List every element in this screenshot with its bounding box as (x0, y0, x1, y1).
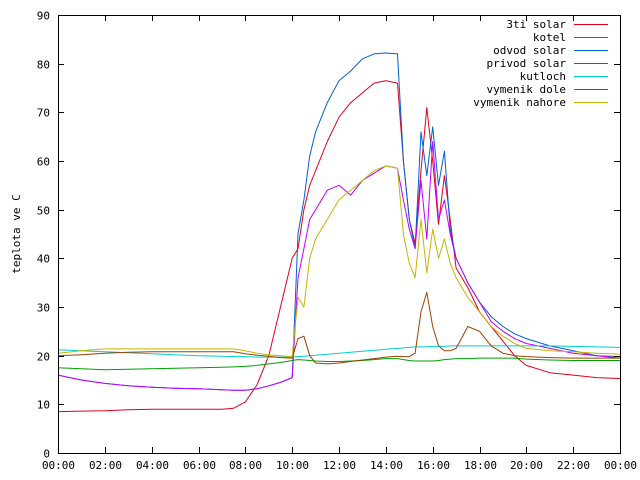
legend-label: odvod solar (493, 44, 566, 57)
y-tick-label: 20 (37, 351, 50, 364)
series-line-kutloch (57, 345, 621, 358)
y-tick-label: 40 (37, 253, 50, 266)
x-tick-label: 16:00 (417, 459, 450, 472)
legend-label: kutloch (520, 70, 566, 83)
x-tick-label: 08:00 (229, 459, 262, 472)
y-tick-label: 60 (37, 156, 50, 169)
y-tick-label: 70 (37, 107, 50, 120)
legend-label: privod solar (487, 57, 567, 70)
x-tick-label: 22:00 (557, 459, 590, 472)
y-tick-label: 50 (37, 205, 50, 218)
y-tick-label: 0 (43, 448, 50, 461)
legend-label: kotel (533, 31, 566, 44)
x-tick-label: 20:00 (510, 459, 543, 472)
x-tick-label: 00:00 (604, 459, 637, 472)
y-tick-label: 30 (37, 302, 50, 315)
series-line-vymenik-dole (57, 291, 620, 365)
x-tick-label: 06:00 (183, 459, 216, 472)
x-tick-label: 10:00 (276, 459, 309, 472)
x-tick-label: 00:00 (42, 459, 75, 472)
y-tick-label: 90 (37, 10, 50, 23)
series-line-privod-solar (57, 141, 621, 391)
series-line-kotel (57, 357, 620, 371)
x-tick-label: 02:00 (89, 459, 122, 472)
x-tick-label: 14:00 (370, 459, 403, 472)
legend-label: 3ti solar (506, 18, 566, 31)
x-axis: 00:00 02:00 04:00 06:00 08:00 10:00 12:00 14:00… (42, 15, 637, 472)
y-axis-label: teplota ve C (10, 194, 23, 273)
series-line-vymenik-nahore (57, 165, 621, 358)
y-axis: 0 10 20 30 40 50 60 70 80 90 (37, 10, 620, 461)
x-tick-label: 04:00 (136, 459, 169, 472)
x-tick-label: 12:00 (323, 459, 356, 472)
legend-label: vymenik dole (487, 83, 566, 96)
y-tick-label: 10 (37, 399, 50, 412)
x-tick-label: 18:00 (464, 459, 497, 472)
legend-label: vymenik nahore (473, 96, 566, 109)
y-tick-label: 80 (37, 59, 50, 72)
